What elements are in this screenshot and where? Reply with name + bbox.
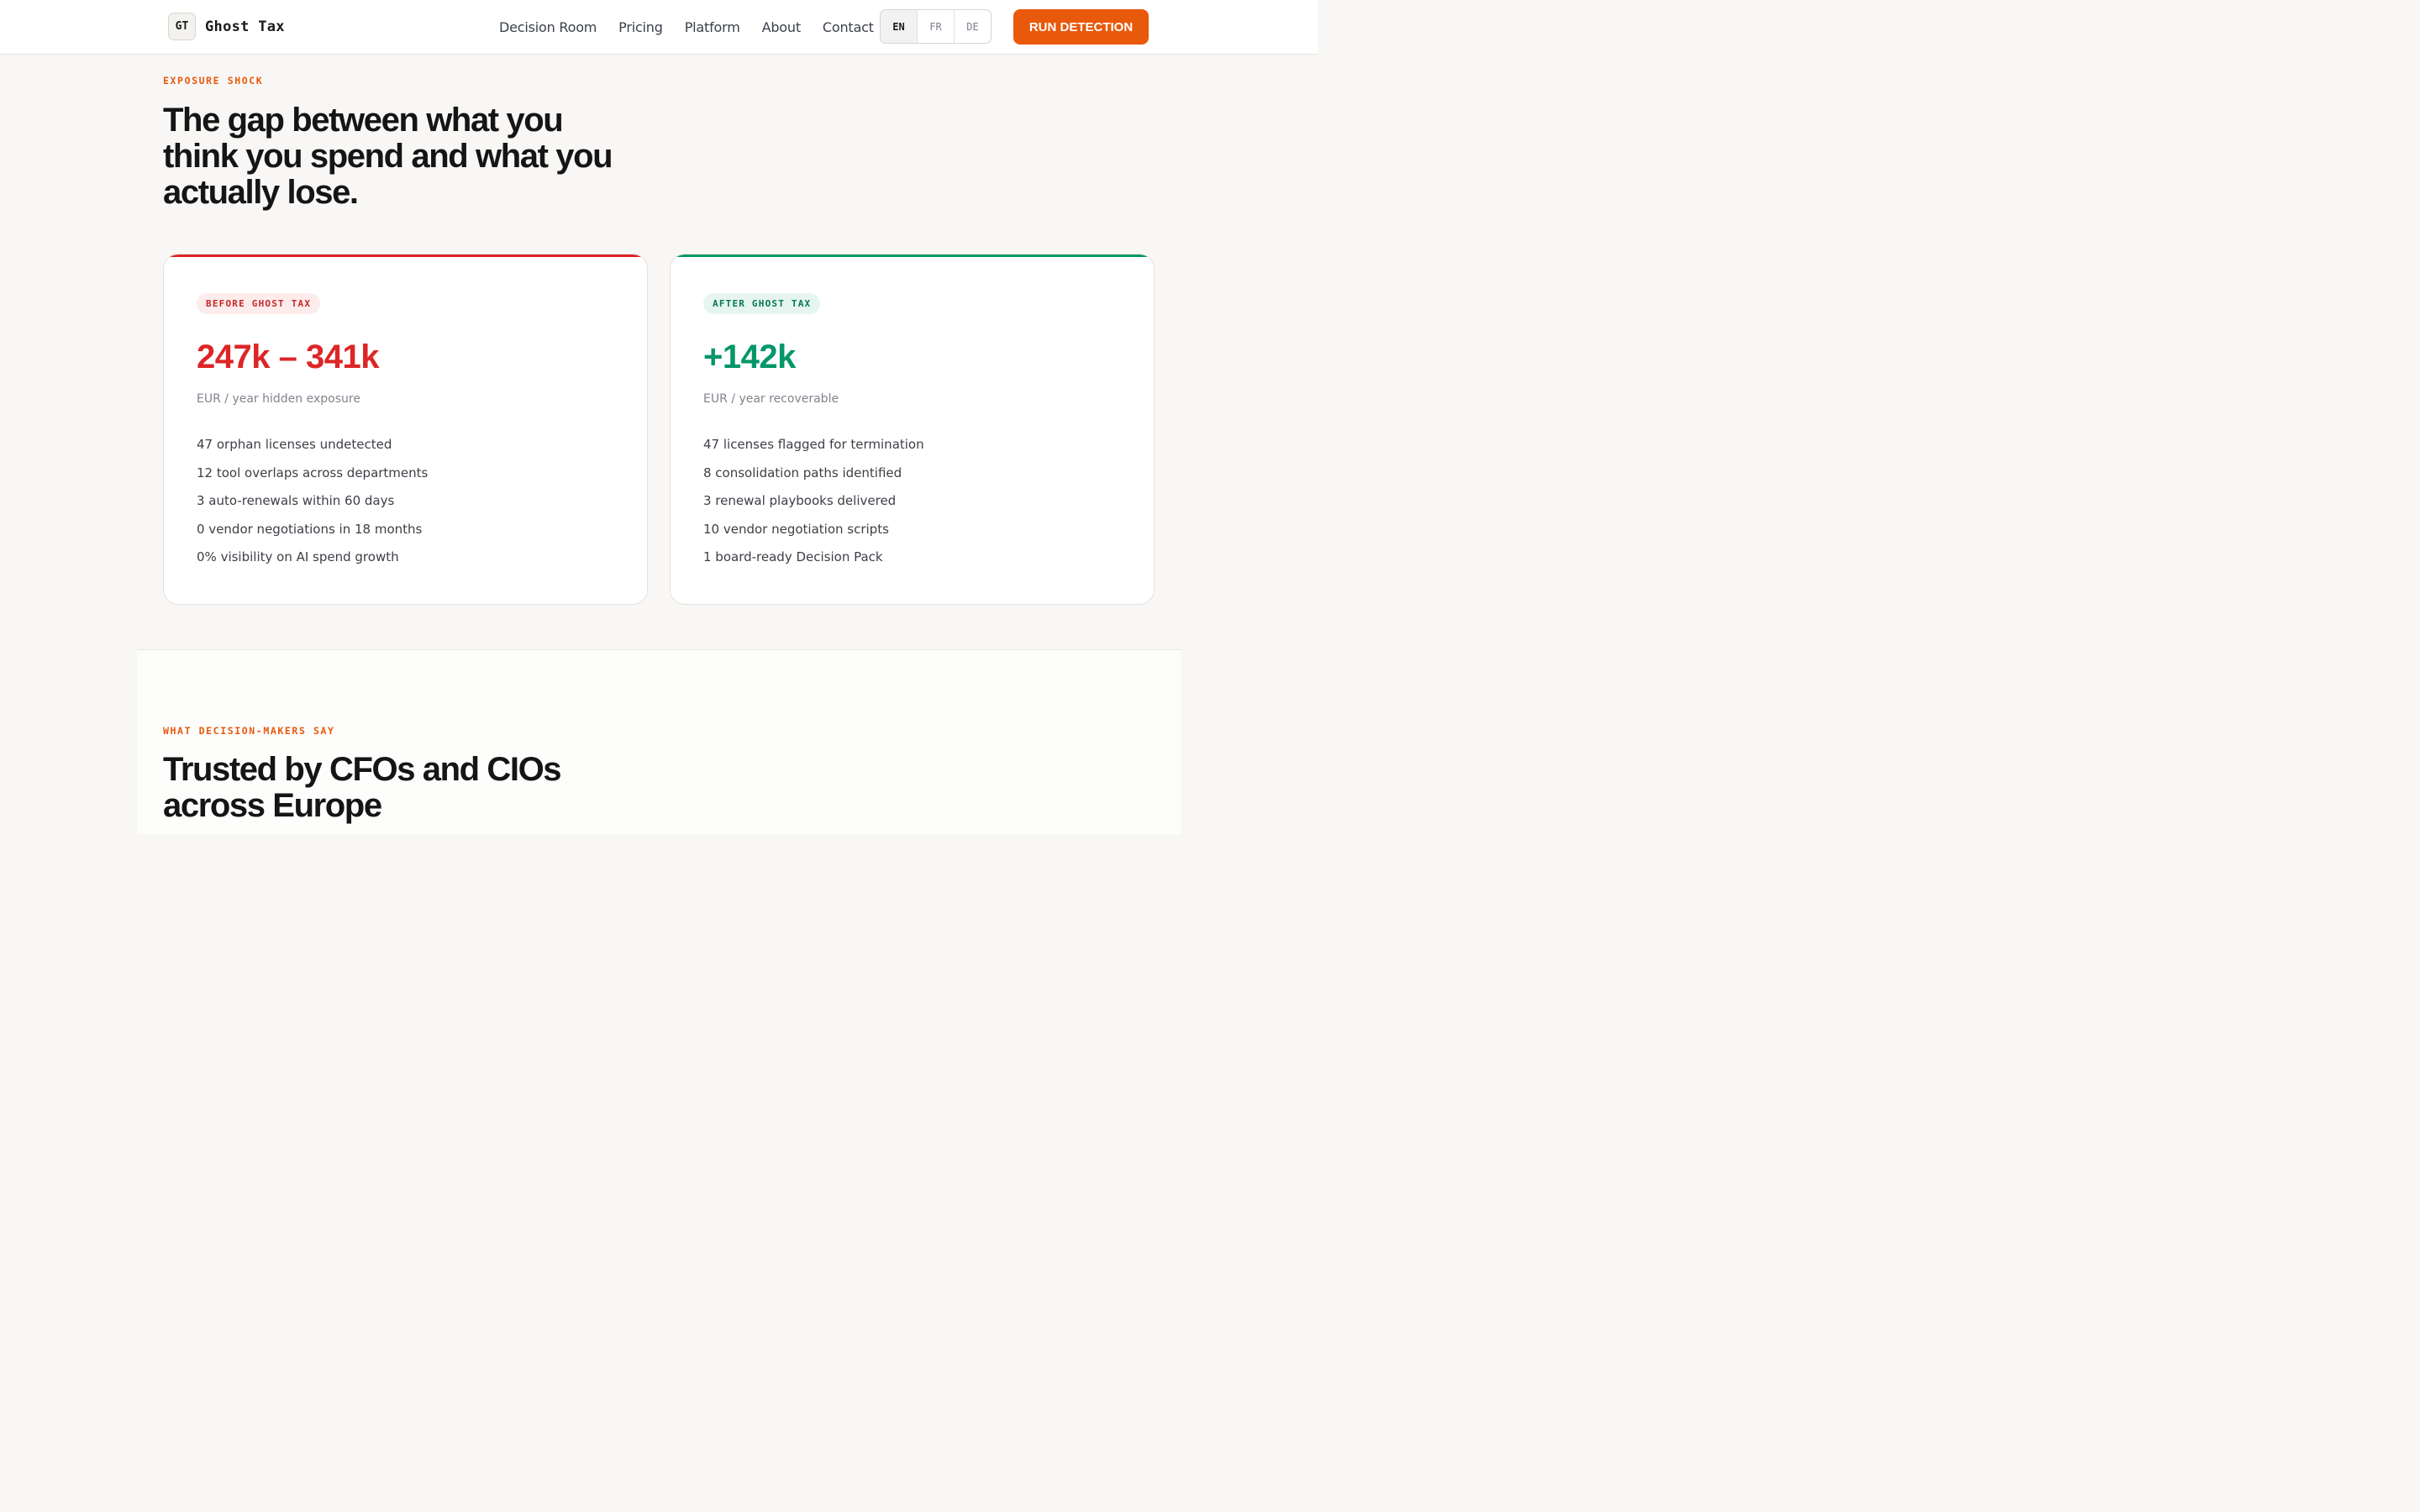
- logo-mark: GT: [168, 13, 196, 40]
- list-item: 3 auto-renewals within 60 days: [197, 493, 395, 509]
- after-list: 47 licenses flagged for termination 8 co…: [703, 436, 924, 577]
- language-switcher: EN FR DE: [880, 9, 992, 44]
- list-item: 47 orphan licenses undetected: [197, 437, 392, 452]
- list-item: 10 vendor negotiation scripts: [703, 521, 889, 537]
- nav-about[interactable]: About: [761, 18, 802, 35]
- list-item: 47 licenses flagged for termination: [703, 437, 924, 452]
- testimonials-headline-line: across Europe: [163, 787, 382, 824]
- before-card-accent-bar: [164, 255, 647, 257]
- list-item: 1 board-ready Decision Pack: [703, 549, 883, 565]
- nav-contact[interactable]: Contact: [822, 18, 874, 35]
- nav-pricing[interactable]: Pricing: [618, 18, 663, 35]
- lang-en-button[interactable]: EN: [881, 10, 918, 43]
- testimonials-headline: Trusted by CFOs and CIOs across Europe: [163, 752, 684, 824]
- testimonials-headline-line: Trusted by CFOs and CIOs: [163, 751, 562, 788]
- list-item: 0% visibility on AI spend growth: [197, 549, 399, 565]
- list-item: 0 vendor negotiations in 18 months: [197, 521, 423, 537]
- list-item: 8 consolidation paths identified: [703, 465, 902, 480]
- nav-decision-room[interactable]: Decision Room: [499, 18, 597, 35]
- run-detection-button[interactable]: RUN DETECTION: [1013, 9, 1149, 45]
- nav-platform[interactable]: Platform: [684, 18, 740, 35]
- after-card: AFTER GHOST TAX +142k EUR / year recover…: [670, 254, 1155, 605]
- exposure-headline-line: think you spend and what you: [163, 138, 613, 175]
- main-nav: Decision Room Pricing Platform About Con…: [499, 0, 896, 54]
- testimonials-section: [137, 649, 1181, 834]
- after-badge: AFTER GHOST TAX: [703, 293, 821, 314]
- before-figure: 247k – 341k: [197, 339, 379, 375]
- before-subtitle: EUR / year hidden exposure: [197, 392, 360, 406]
- before-badge: BEFORE GHOST TAX: [197, 293, 321, 314]
- after-figure: +142k: [703, 339, 796, 375]
- testimonials-eyebrow: WHAT DECISION-MAKERS SAY: [163, 725, 335, 737]
- list-item: 12 tool overlaps across departments: [197, 465, 429, 480]
- before-card: BEFORE GHOST TAX 247k – 341k EUR / year …: [163, 254, 648, 605]
- exposure-headline-line: The gap between what you: [163, 102, 564, 139]
- list-item: 3 renewal playbooks delivered: [703, 493, 897, 509]
- brand-logo[interactable]: GT Ghost Tax: [168, 13, 285, 40]
- after-card-accent-bar: [671, 255, 1154, 257]
- after-subtitle: EUR / year recoverable: [703, 392, 839, 406]
- lang-de-button[interactable]: DE: [966, 20, 979, 33]
- exposure-headline-line: actually lose.: [163, 174, 359, 211]
- exposure-eyebrow: EXPOSURE SHOCK: [163, 75, 264, 87]
- lang-fr-button[interactable]: FR: [918, 10, 955, 43]
- before-list: 47 orphan licenses undetected 12 tool ov…: [197, 436, 428, 577]
- site-header: GT Ghost Tax Decision Room Pricing Platf…: [0, 0, 1318, 55]
- exposure-headline: The gap between what you think you spend…: [163, 102, 684, 211]
- brand-name: Ghost Tax: [205, 18, 285, 35]
